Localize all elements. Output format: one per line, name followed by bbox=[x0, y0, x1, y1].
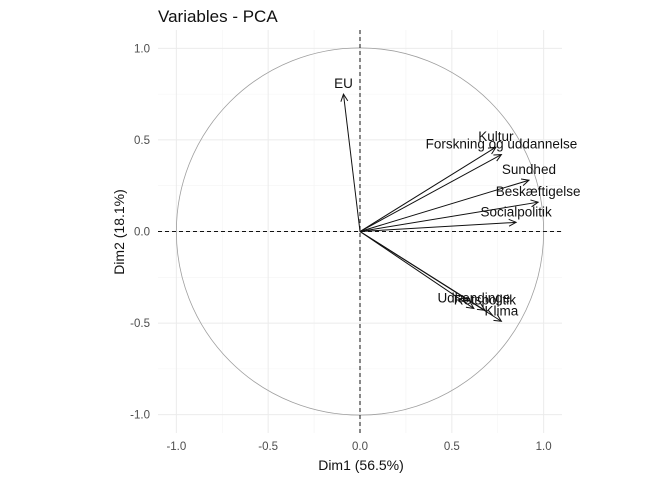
variable-arrows bbox=[340, 92, 540, 322]
x-axis-title: Dim1 (56.5%) bbox=[318, 457, 404, 473]
label-udlændinge: Udlændinge bbox=[437, 290, 510, 305]
x-tick-label: 0.5 bbox=[444, 441, 460, 453]
arrowhead-eu bbox=[340, 92, 349, 102]
label-kultur: Kultur bbox=[478, 129, 514, 144]
arrowhead-forskning-og-uddannelse bbox=[493, 154, 503, 162]
arrowhead-kultur bbox=[487, 146, 497, 155]
chart-title: Variables - PCA bbox=[158, 7, 278, 26]
label-sundhed: Sundhed bbox=[502, 162, 556, 177]
x-tick-labels: -1.0 -0.5 0.0 0.5 1.0 bbox=[166, 441, 551, 453]
arrowhead-klima bbox=[493, 314, 503, 322]
label-klima: Klima bbox=[485, 303, 519, 318]
y-tick-label: 0.5 bbox=[134, 135, 150, 147]
label-socialpolitik: Socialpolitik bbox=[480, 204, 552, 219]
arrowhead-beskæftigelse bbox=[530, 199, 540, 208]
x-tick-label: 1.0 bbox=[536, 441, 552, 453]
arrowhead-socialpolitik bbox=[508, 218, 518, 227]
arrow-beskæftigelse bbox=[359, 201, 539, 232]
arrowhead-udlændinge bbox=[465, 301, 475, 310]
y-tick-label: 0.0 bbox=[134, 227, 150, 239]
label-retspolitik: Retspolitik bbox=[454, 292, 517, 307]
x-tick-label: 0.0 bbox=[352, 441, 368, 453]
label-beskæftigelse: Beskæftigelse bbox=[496, 184, 581, 199]
arrow-klima bbox=[359, 231, 502, 322]
arrow-udlændinge bbox=[359, 231, 475, 309]
arrowhead-sundhed bbox=[520, 178, 531, 186]
x-tick-label: -0.5 bbox=[258, 441, 278, 453]
arrow-kultur bbox=[359, 146, 497, 232]
y-tick-label: -1.0 bbox=[130, 410, 150, 422]
x-tick-label: -1.0 bbox=[166, 441, 186, 453]
arrow-forskning-og-uddannelse bbox=[359, 154, 502, 232]
label-eu: EU bbox=[334, 76, 353, 91]
y-tick-label: -0.5 bbox=[130, 318, 150, 330]
arrow-sundhed bbox=[359, 179, 530, 232]
arrow-eu bbox=[342, 94, 361, 232]
y-tick-label: 1.0 bbox=[134, 43, 150, 55]
label-forskning-og-uddannelse: Forskning og uddannelse bbox=[426, 137, 578, 152]
y-axis-title: Dim2 (18.1%) bbox=[111, 189, 127, 275]
y-tick-labels: -1.0 -0.5 0.0 0.5 1.0 bbox=[130, 43, 150, 421]
arrow-socialpolitik bbox=[359, 221, 517, 232]
